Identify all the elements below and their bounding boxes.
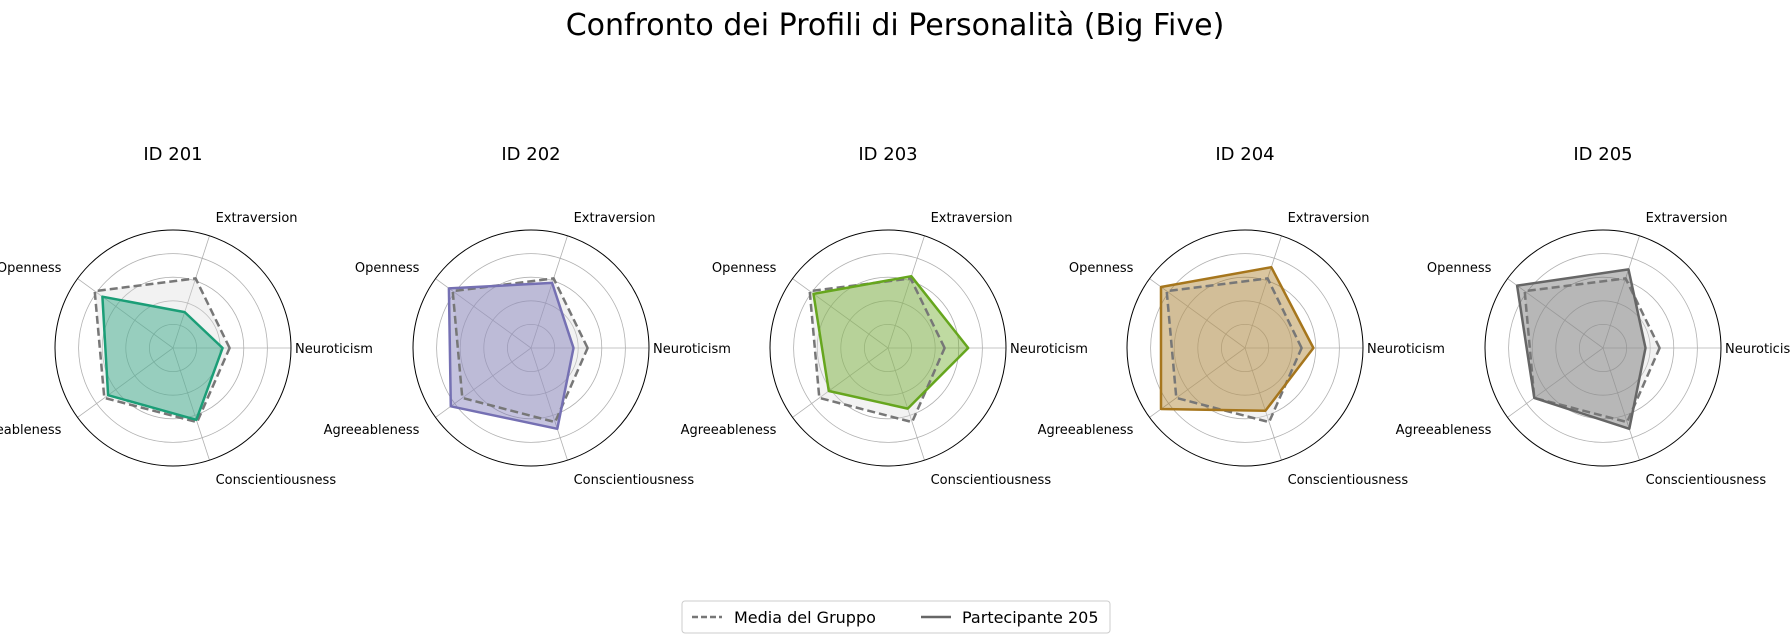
group-mean-area (809, 278, 945, 423)
axis-label: Extraversion (1646, 211, 1728, 226)
grid-spoke (530, 235, 568, 349)
subplot-title: ID 204 (1215, 144, 1274, 165)
axis-label: Extraversion (216, 211, 298, 226)
legend-frame (681, 600, 1111, 634)
axis-label: Openness (0, 261, 62, 276)
figure-title: Confronto dei Profili di Personalità (Bi… (566, 8, 1225, 43)
subplot-title: ID 202 (501, 144, 560, 165)
subplot-title: ID 205 (1573, 144, 1632, 165)
group-mean-line (93, 277, 231, 424)
participant-line (1515, 268, 1647, 431)
legend-label-group-mean: Media del Gruppo (734, 608, 876, 627)
grid-spoke (1149, 347, 1246, 418)
subplot-title: ID 201 (143, 144, 202, 165)
polar-frame (54, 229, 292, 467)
legend: Media del Gruppo Partecipante 205 (681, 600, 1111, 634)
axis-label: Extraversion (574, 211, 656, 226)
participant-line (447, 281, 575, 431)
axis-label: Agreeableness (0, 423, 62, 438)
axis-label: Agreeableness (1396, 423, 1492, 438)
radar-chart-3: ID 203 Neuroticism Extraversion Openness Agr… (681, 144, 1088, 488)
axis-label: Neuroticism (653, 342, 731, 357)
grid-spoke (1602, 235, 1640, 349)
grid-spoke (1244, 235, 1282, 349)
axis-label: Extraversion (931, 211, 1013, 226)
grid-spoke (435, 278, 532, 349)
participant-area (448, 282, 574, 429)
polar-frame (769, 229, 1007, 467)
axis-label: Openness (355, 261, 420, 276)
axis-label: Neuroticism (1367, 342, 1445, 357)
axis-label: Conscientiousness (1288, 473, 1409, 488)
grid-spoke (1149, 278, 1246, 349)
legend-label-participant: Partecipante 205 (962, 608, 1099, 627)
participant-area (102, 296, 223, 420)
axis-label: Agreeableness (681, 423, 777, 438)
grid-spoke (1507, 347, 1604, 418)
polar-frame (1126, 229, 1364, 467)
axis-label: Conscientiousness (931, 473, 1052, 488)
grid-spoke (172, 235, 210, 349)
axis-label: Openness (1427, 261, 1492, 276)
group-mean-line (1523, 277, 1661, 424)
grid-spoke (172, 347, 210, 461)
subplot-title: ID 203 (858, 144, 917, 165)
polar-frame (412, 229, 650, 467)
radar-chart-4: ID 204 Neuroticism Extraversion Openness Agr… (1038, 144, 1445, 488)
group-mean-line (808, 277, 946, 424)
grid-spoke (77, 278, 174, 349)
axis-label: Neuroticism (295, 342, 373, 357)
participant-area (1161, 267, 1314, 411)
participant-line (812, 274, 970, 410)
grid-spoke (792, 347, 889, 418)
axis-label: Conscientiousness (574, 473, 695, 488)
group-mean-area (452, 278, 588, 423)
group-mean-area (1166, 278, 1302, 423)
radar-charts: ID 201 Neuroticism Extraversion Openness Agr… (0, 144, 1790, 488)
polar-frame (1484, 229, 1722, 467)
group-mean-line (1165, 277, 1303, 424)
axis-label: Conscientiousness (216, 473, 337, 488)
axis-label: Openness (1069, 261, 1134, 276)
participant-line (101, 295, 224, 422)
axis-label: Openness (712, 261, 777, 276)
axis-label: Agreeableness (324, 423, 420, 438)
participant-area (1517, 269, 1646, 429)
grid-spoke (1602, 347, 1640, 461)
participant-area (813, 276, 969, 409)
grid-spoke (77, 347, 174, 418)
grid-spoke (792, 278, 889, 349)
group-mean-area (94, 278, 230, 423)
axis-label: Neuroticism (1010, 342, 1088, 357)
group-mean-area (1524, 278, 1660, 423)
grid-spoke (1244, 347, 1282, 461)
group-mean-line (451, 277, 589, 424)
axis-label: Conscientiousness (1646, 473, 1767, 488)
participant-line (1159, 265, 1315, 413)
radar-chart-2: ID 202 Neuroticism Extraversion Openness Agr… (324, 144, 731, 488)
axis-label: Agreeableness (1038, 423, 1134, 438)
axis-label: Neuroticism (1725, 342, 1790, 357)
grid-spoke (887, 235, 925, 349)
grid-spoke (530, 347, 568, 461)
radar-chart-5: ID 205 Neuroticism Extraversion Openness Agr… (1396, 144, 1790, 488)
radar-chart-1: ID 201 Neuroticism Extraversion Openness Agr… (0, 144, 373, 488)
grid-spoke (887, 347, 925, 461)
axis-label: Extraversion (1288, 211, 1370, 226)
grid-spoke (1507, 278, 1604, 349)
